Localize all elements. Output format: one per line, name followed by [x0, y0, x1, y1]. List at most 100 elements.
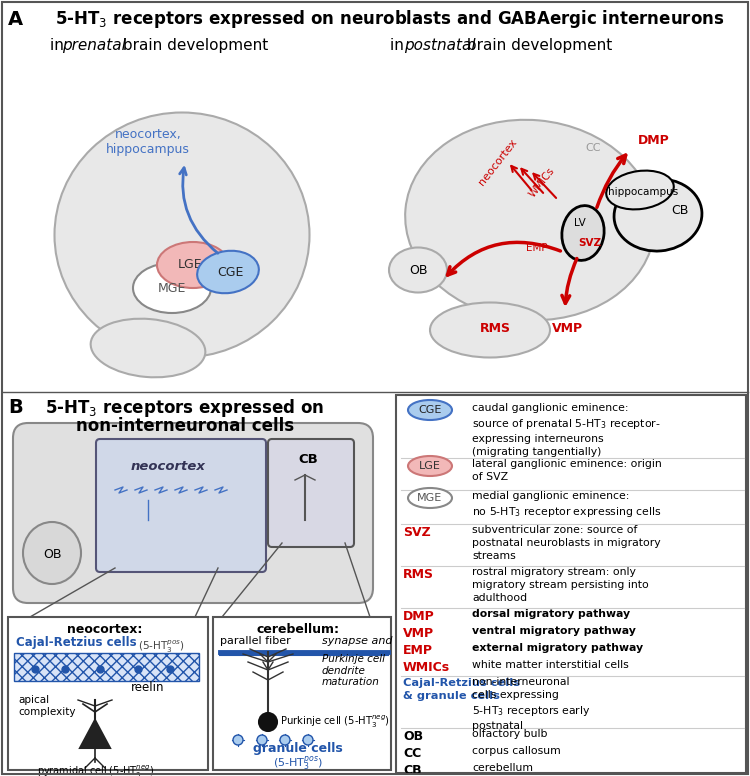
Circle shape: [257, 735, 267, 745]
Text: pyramidal cell (5-HT$_3^{neg}$): pyramidal cell (5-HT$_3^{neg}$): [37, 764, 154, 776]
Text: MGE: MGE: [417, 493, 442, 503]
Ellipse shape: [614, 179, 702, 251]
Text: RMS: RMS: [479, 322, 511, 335]
Text: neocortex:: neocortex:: [68, 623, 142, 636]
Text: WMICs: WMICs: [403, 661, 450, 674]
Ellipse shape: [157, 242, 229, 288]
Text: VMP: VMP: [403, 627, 434, 640]
Text: neocortex,
hippocampus: neocortex, hippocampus: [106, 128, 190, 156]
Text: B: B: [8, 398, 22, 417]
Text: brain development: brain development: [118, 38, 268, 53]
Text: EMP: EMP: [403, 644, 433, 657]
Text: reelin: reelin: [131, 681, 165, 694]
Text: prenatal: prenatal: [62, 38, 126, 53]
Bar: [14, 653, 199, 681]
Text: rostral migratory stream: only
migratory stream persisting into
adulthood: rostral migratory stream: only migratory…: [472, 567, 649, 604]
FancyArrowPatch shape: [180, 168, 218, 253]
Text: dorsal migratory pathway: dorsal migratory pathway: [472, 609, 630, 619]
Text: postnatal: postnatal: [404, 38, 476, 53]
Text: Cajal-Retzius cells: Cajal-Retzius cells: [16, 636, 136, 649]
Text: (5-HT$_3^{pos}$): (5-HT$_3^{pos}$): [273, 755, 323, 773]
Ellipse shape: [133, 263, 211, 313]
Text: non-interneuronal cells: non-interneuronal cells: [76, 417, 294, 435]
Text: non-interneuronal
cells expressing
5-HT$_3$ receptors early
postnatal: non-interneuronal cells expressing 5-HT$…: [472, 677, 590, 732]
Text: OB: OB: [409, 265, 428, 278]
Text: LV: LV: [574, 218, 586, 228]
FancyArrowPatch shape: [512, 166, 531, 190]
FancyArrowPatch shape: [448, 242, 560, 275]
Text: ventral migratory pathway: ventral migratory pathway: [472, 626, 636, 636]
Text: CGE: CGE: [419, 405, 442, 415]
Ellipse shape: [562, 206, 604, 261]
Text: SVZ: SVZ: [578, 238, 602, 248]
Text: Cajal-Retzius cells
& granule cells: Cajal-Retzius cells & granule cells: [403, 678, 520, 702]
Text: DMP: DMP: [403, 610, 435, 623]
Ellipse shape: [197, 251, 259, 293]
Text: OB: OB: [403, 730, 423, 743]
Text: external migratory pathway: external migratory pathway: [472, 643, 643, 653]
Ellipse shape: [405, 120, 655, 320]
Text: apical
complexity: apical complexity: [18, 695, 76, 716]
FancyBboxPatch shape: [13, 423, 373, 603]
Ellipse shape: [55, 113, 310, 358]
FancyArrowPatch shape: [521, 169, 543, 193]
Text: VMP: VMP: [553, 322, 584, 335]
Ellipse shape: [408, 456, 452, 476]
Text: hippocampus: hippocampus: [608, 187, 678, 197]
Circle shape: [303, 735, 313, 745]
Text: WMICs: WMICs: [527, 165, 556, 199]
Text: CB: CB: [671, 203, 688, 217]
Circle shape: [233, 735, 243, 745]
Ellipse shape: [91, 319, 206, 377]
Circle shape: [280, 735, 290, 745]
Text: RMS: RMS: [403, 568, 434, 581]
FancyArrowPatch shape: [562, 258, 577, 303]
Ellipse shape: [408, 488, 452, 508]
Text: Purkinje cell
dendrite
maturation: Purkinje cell dendrite maturation: [322, 654, 385, 688]
Text: corpus callosum: corpus callosum: [472, 746, 561, 756]
FancyArrowPatch shape: [597, 155, 626, 207]
Polygon shape: [80, 720, 110, 748]
Text: olfactory bulb: olfactory bulb: [472, 729, 548, 739]
Bar: [396, 395, 746, 773]
Text: neocortex: neocortex: [130, 460, 206, 473]
Text: OB: OB: [43, 549, 62, 562]
Text: in: in: [50, 38, 69, 53]
Text: brain development: brain development: [462, 38, 612, 53]
Text: 5-HT$_3$ receptors expressed on: 5-HT$_3$ receptors expressed on: [45, 397, 325, 419]
Circle shape: [259, 713, 277, 731]
Ellipse shape: [606, 171, 674, 210]
Text: cerebellum:: cerebellum:: [256, 623, 340, 636]
Text: MGE: MGE: [158, 282, 186, 295]
Text: CC: CC: [403, 747, 422, 760]
Text: Purkinje cell (5-HT$_3^{neg}$): Purkinje cell (5-HT$_3^{neg}$): [280, 714, 390, 730]
Text: LGE: LGE: [178, 258, 203, 272]
Text: CB: CB: [403, 764, 422, 776]
Text: caudal ganglionic eminence:
source of prenatal 5-HT$_3$ receptor-
expressing int: caudal ganglionic eminence: source of pr…: [472, 403, 661, 457]
Ellipse shape: [389, 248, 447, 293]
Text: subventricular zone: source of
postnatal neuroblasts in migratory
streams: subventricular zone: source of postnatal…: [472, 525, 661, 561]
Text: cerebellum: cerebellum: [472, 763, 533, 773]
Text: synapse and: synapse and: [322, 636, 392, 646]
Text: SVZ: SVZ: [403, 526, 430, 539]
Text: (5-HT$_3^{pos}$): (5-HT$_3^{pos}$): [138, 638, 185, 654]
Text: DMP: DMP: [638, 133, 670, 147]
Text: LGE: LGE: [419, 461, 441, 471]
Text: neocortex: neocortex: [477, 137, 519, 187]
Text: A: A: [8, 10, 23, 29]
Text: 5-HT$_3$ receptors expressed on neuroblasts and GABAergic interneurons: 5-HT$_3$ receptors expressed on neurobla…: [56, 8, 724, 30]
Text: CC: CC: [585, 143, 601, 153]
Ellipse shape: [430, 303, 550, 358]
Text: in: in: [390, 38, 409, 53]
Ellipse shape: [23, 522, 81, 584]
Ellipse shape: [408, 400, 452, 420]
Text: EMP: EMP: [526, 243, 548, 253]
FancyBboxPatch shape: [268, 439, 354, 547]
Text: granule cells: granule cells: [253, 742, 343, 755]
Text: CB: CB: [298, 453, 318, 466]
FancyBboxPatch shape: [96, 439, 266, 572]
Text: lateral ganglionic eminence: origin
of SVZ: lateral ganglionic eminence: origin of S…: [472, 459, 662, 482]
Text: CGE: CGE: [217, 265, 243, 279]
Text: parallel fiber: parallel fiber: [220, 636, 291, 646]
Bar: [8, 617, 208, 770]
